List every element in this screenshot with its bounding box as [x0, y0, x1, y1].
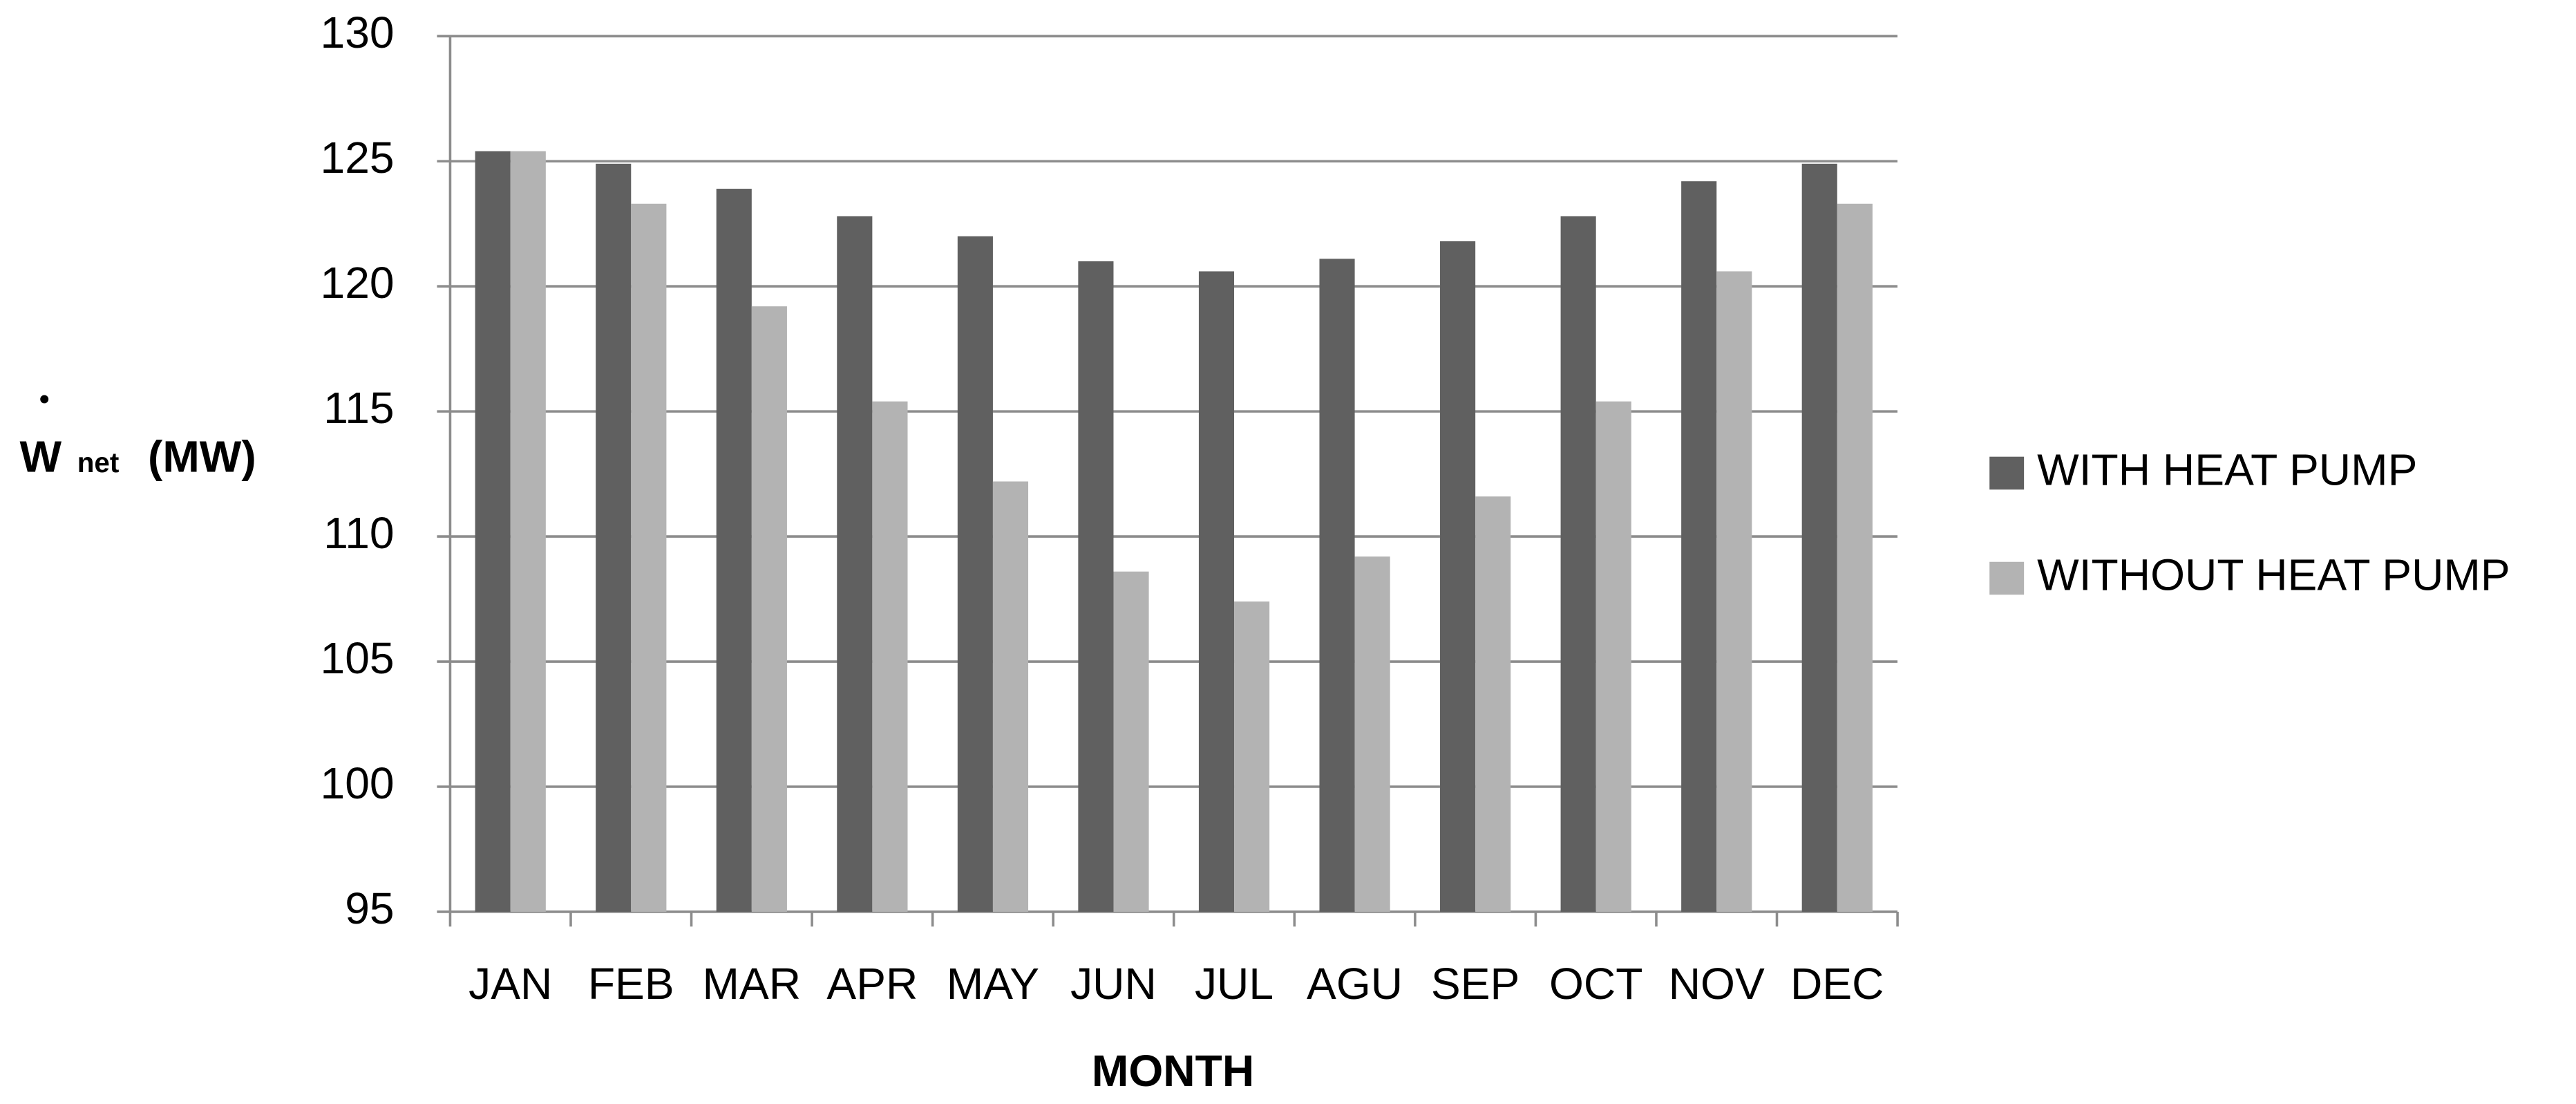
bar — [1560, 216, 1596, 912]
dot-notation — [40, 395, 49, 404]
bar — [1475, 496, 1511, 912]
x-tick-label: MAR — [703, 959, 802, 1009]
y-tick-label: 130 — [321, 8, 395, 57]
bar — [992, 481, 1029, 912]
bar — [1198, 271, 1235, 912]
bar — [872, 401, 908, 912]
x-tick-label: JUN — [1070, 959, 1157, 1009]
y-axis-title: W net (MW) — [20, 395, 256, 481]
y-axis-unit: (MW) — [148, 431, 256, 481]
y-tick-label: 110 — [323, 508, 394, 558]
x-tick-label: APR — [826, 959, 918, 1009]
bar — [1319, 259, 1355, 912]
y-tick-label: 100 — [321, 758, 395, 808]
y-tick-label: 125 — [321, 133, 395, 183]
bar — [1354, 556, 1390, 912]
x-tick-label: SEP — [1431, 959, 1519, 1009]
x-tick-label: FEB — [588, 959, 674, 1009]
bar — [837, 216, 873, 912]
bar — [475, 151, 511, 912]
x-tick-label: OCT — [1549, 959, 1642, 1009]
bar — [1595, 401, 1631, 912]
bar — [957, 236, 993, 912]
bar — [1716, 271, 1752, 912]
bar — [1801, 163, 1837, 912]
bar — [1440, 241, 1476, 912]
bar — [1234, 601, 1270, 912]
legend-swatch — [1989, 456, 2025, 490]
bar — [510, 151, 546, 912]
legend-label: WITH HEAT PUMP — [2037, 445, 2417, 494]
bar — [1078, 261, 1114, 912]
y-tick-label: 105 — [321, 633, 395, 683]
x-tick-label: JAN — [468, 959, 552, 1009]
bar — [631, 203, 667, 912]
x-tick-label: NOV — [1669, 959, 1765, 1009]
y-tick-label: 95 — [345, 883, 394, 933]
legend-swatch — [1989, 561, 2025, 595]
bar — [1681, 181, 1717, 912]
y-axis-symbol: W — [20, 431, 62, 481]
y-axis-subscript: net — [77, 447, 120, 478]
legend-label: WITHOUT HEAT PUMP — [2037, 550, 2510, 599]
x-axis-title: MONTH — [1092, 1046, 1254, 1096]
bar — [1837, 203, 1873, 912]
x-tick-label: AGU — [1307, 959, 1403, 1009]
x-tick-label: JUL — [1195, 959, 1273, 1009]
y-tick-label: 115 — [323, 383, 394, 433]
bar — [1113, 571, 1149, 912]
bar — [751, 306, 787, 912]
y-tick-label: 120 — [321, 258, 395, 308]
x-tick-label: MAY — [947, 959, 1039, 1009]
x-tick-label: DEC — [1790, 959, 1884, 1009]
bar — [596, 163, 632, 912]
bar — [716, 189, 752, 912]
